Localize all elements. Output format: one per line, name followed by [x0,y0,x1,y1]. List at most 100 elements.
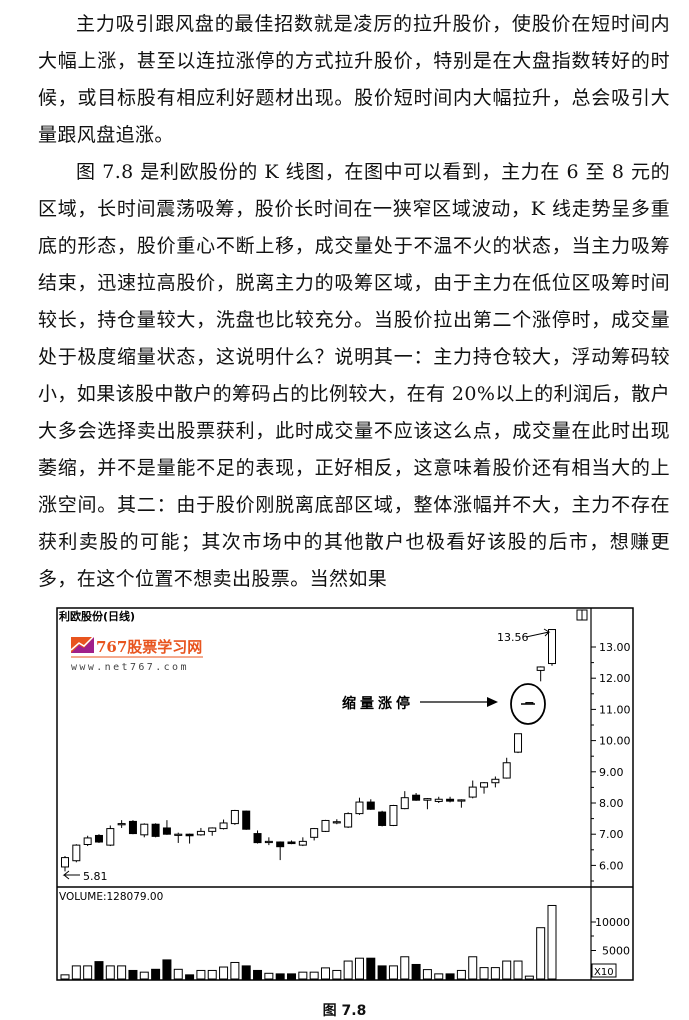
volume-bar [343,960,353,980]
volume-bar [275,973,285,980]
price-tick-label: 13.00 [599,641,631,654]
candle [72,844,81,863]
candles [61,629,556,872]
volume-bar [94,961,104,980]
candle-body [400,797,409,810]
candle [366,799,375,810]
volume-bar [400,956,410,980]
candle [468,780,477,799]
volume-bar [422,969,432,980]
candle [332,819,341,825]
candle-body [61,857,69,868]
candle [434,796,443,803]
candle-body [468,786,477,798]
volume-bar [105,965,115,980]
candle-body [230,809,239,825]
low-arrow [62,870,80,880]
candle [480,782,489,794]
candle [412,793,421,801]
volume-bar [241,965,251,980]
volume-bar [151,968,161,980]
logo-url: www.net767.com [71,662,189,673]
volume-bar [536,927,546,980]
candle-body [117,823,126,826]
volume-bar [547,904,557,980]
volume-tick-label: 10000 [595,916,630,929]
price-tick-label: 10.00 [599,735,631,748]
candle [151,823,160,838]
candle-body [434,798,443,802]
candle [321,819,330,833]
candle [491,776,500,788]
candle-body [287,841,296,845]
candle-body [185,833,194,837]
logo: 767股票学习网 www.net767.com [70,635,203,673]
high-label: 13.56 [497,631,529,644]
candle-body [140,823,149,836]
candle [140,823,149,838]
paragraph-1: 主力吸引跟风盘的最佳招数就是凌厉的拉升股价，使股价在短时间内大幅上涨，甚至以连拉… [38,13,670,146]
volume-bar [230,961,240,980]
logo-text: 767股票学习网 [96,638,202,656]
candle-body [128,820,137,835]
price-tick-label: 7.00 [599,828,624,841]
volume-bar [320,967,330,980]
candle-body [151,823,160,837]
candle-body [310,828,319,838]
volume-bar [524,975,534,980]
volume-bar [354,957,364,980]
price-tick-label: 12.00 [599,672,631,685]
candle-body [378,811,387,826]
volume-bar [502,960,512,980]
price-axis: 13.00 12.00 11.00 10.00 9.00 8.00 7.00 6.00 [591,641,631,882]
candle [83,835,92,847]
candle-body [298,840,307,846]
price-tick-label: 8.00 [599,797,624,810]
candle-body [446,798,455,802]
price-tick-label: 6.00 [599,859,624,872]
volume-bar [207,969,217,980]
volume-bar [219,966,229,980]
candle-body [174,833,183,836]
candle [253,830,262,844]
candle [536,666,545,682]
volume-tick-label: 5000 [602,945,630,958]
annotation-arrow-head [487,697,498,707]
volume-bar [139,971,149,980]
candle-body [389,804,398,826]
candle [378,810,387,827]
volume-bar [411,963,421,980]
candle-body [162,827,171,835]
candle [128,820,137,835]
volume-bar [434,973,444,980]
candle [276,841,285,861]
candle-body [457,799,466,802]
volume-bar [162,959,172,980]
volume-bar [332,969,342,980]
candle [94,834,103,843]
candle [61,856,69,872]
candle-body [502,762,511,779]
candle [219,819,228,830]
volume-bar [490,967,500,980]
candle [389,804,398,827]
candle [457,799,466,808]
candle-body [548,629,556,665]
candle-body [264,840,273,844]
candle [514,733,523,754]
candle [287,840,296,845]
candle-body [332,821,341,824]
high-arrow [525,628,551,638]
volume-bar [479,967,489,980]
candle [446,796,455,803]
candle-body [72,844,81,862]
candle-body [196,830,205,836]
volume-bar [128,969,138,980]
candle-body [536,666,545,671]
price-tick-label: 9.00 [599,766,624,779]
candle-body [514,733,523,753]
candle [264,837,273,846]
candle [162,820,171,835]
volume-bar [117,965,127,980]
annotation-circle [510,683,546,725]
